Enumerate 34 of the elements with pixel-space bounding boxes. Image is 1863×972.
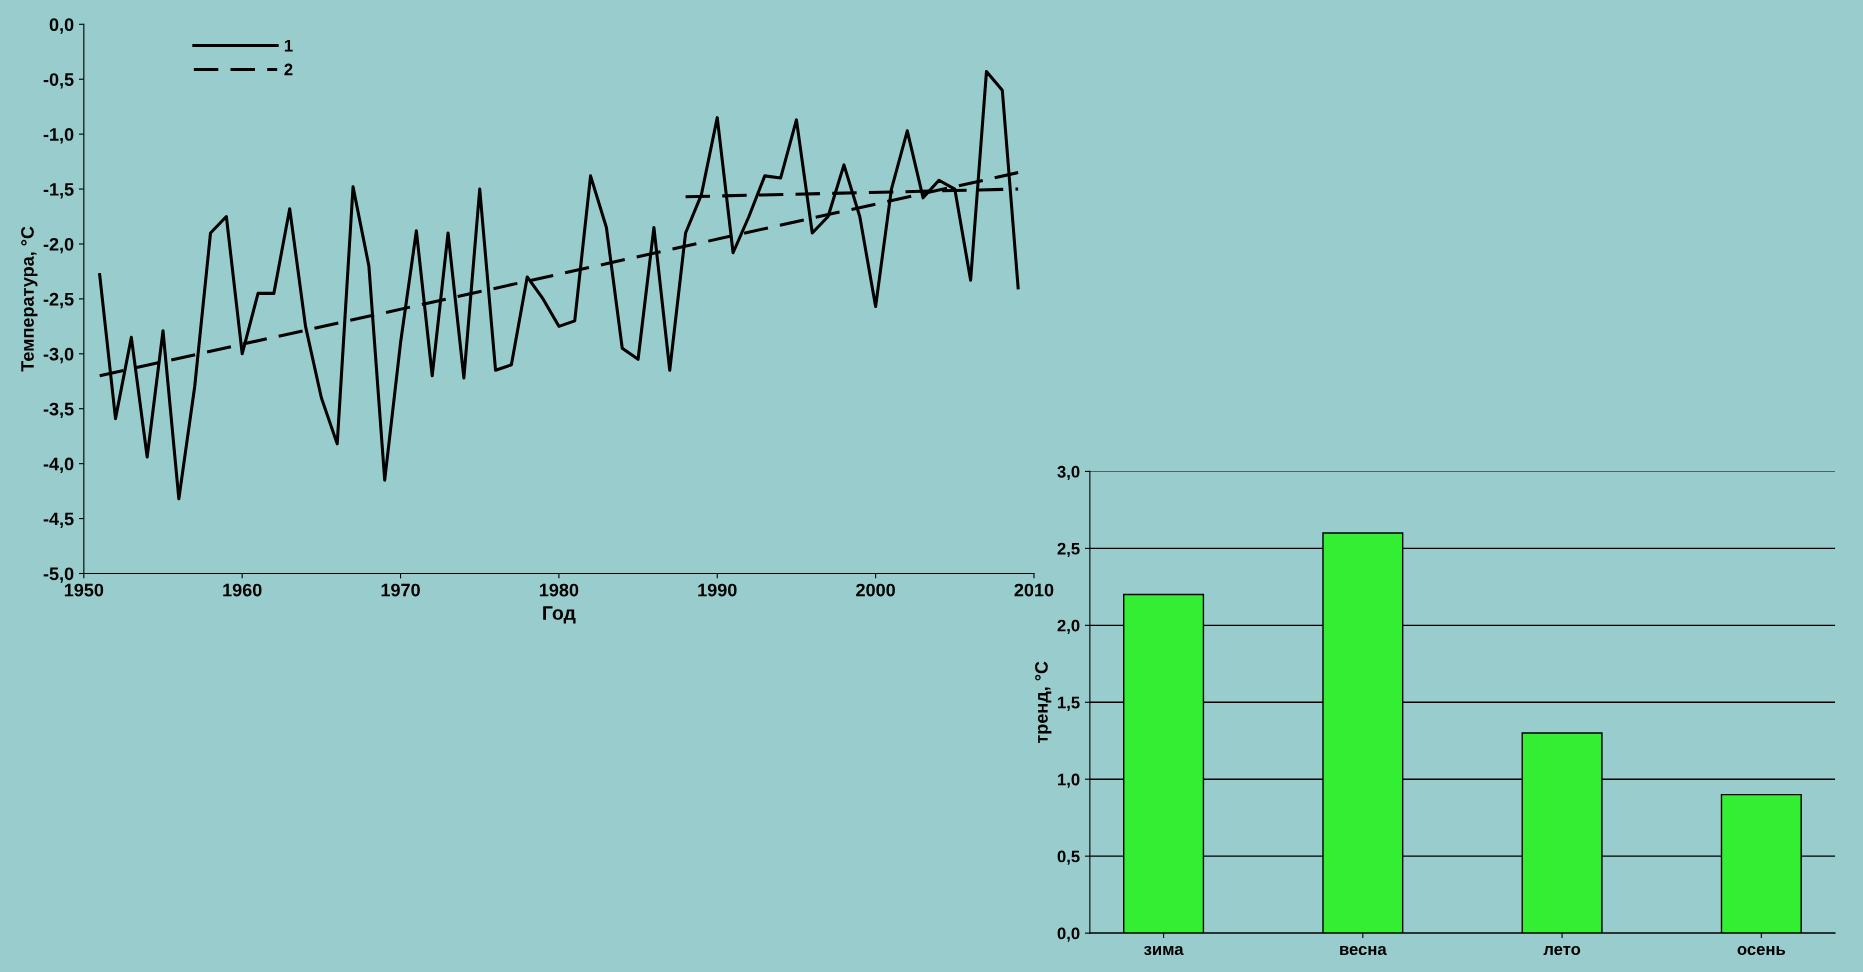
x-tick-label: 1990 bbox=[698, 583, 737, 597]
x-tick-label: 1980 bbox=[539, 583, 579, 597]
legend-label: 2 bbox=[284, 63, 293, 76]
legend-label: 1 bbox=[284, 39, 293, 52]
x-tick-label: 1950 bbox=[64, 583, 104, 597]
x-tick-label: 2000 bbox=[856, 583, 895, 597]
y-tick-label: 1,0 bbox=[1058, 773, 1080, 788]
y-tick-label: 0,0 bbox=[1057, 927, 1080, 942]
y-tick-label: 0,0 bbox=[49, 18, 74, 34]
x-tick-label: 1960 bbox=[223, 583, 262, 597]
y-tick-label: -0,5 bbox=[43, 73, 74, 89]
y-axis-title: тренд, °С bbox=[1035, 661, 1052, 744]
y-tick-label: -2,5 bbox=[43, 292, 74, 309]
x-axis-title: Год bbox=[543, 606, 576, 624]
y-tick-label: 2,5 bbox=[1057, 542, 1080, 557]
y-tick-label: -2,0 bbox=[43, 237, 74, 254]
y-tick-label: 0,5 bbox=[1057, 850, 1080, 865]
x-tick-label: осень bbox=[1737, 945, 1786, 956]
x-tick-label: 2010 bbox=[1014, 583, 1054, 597]
x-tick-label: 1970 bbox=[381, 583, 420, 597]
y-tick-label: -3,0 bbox=[43, 347, 74, 364]
x-tick-label: зима bbox=[1144, 945, 1184, 956]
y-tick-label: -1,0 bbox=[43, 128, 74, 144]
y-tick-label: -4,0 bbox=[43, 457, 74, 473]
y-tick-label: -3,5 bbox=[43, 402, 74, 419]
y-tick-label: -5,0 bbox=[43, 567, 74, 583]
y-tick-label: 3,0 bbox=[1057, 465, 1080, 481]
y-tick-label: 2,0 bbox=[1057, 619, 1080, 634]
y-tick-label: -1,5 bbox=[43, 183, 74, 199]
y-tick-label: 1,5 bbox=[1058, 696, 1080, 711]
x-tick-label: весна bbox=[1340, 945, 1387, 956]
y-tick-label: -4,5 bbox=[43, 512, 74, 528]
y-axis-title: Температура, °С bbox=[21, 226, 38, 372]
x-tick-label: лето bbox=[1543, 945, 1581, 956]
